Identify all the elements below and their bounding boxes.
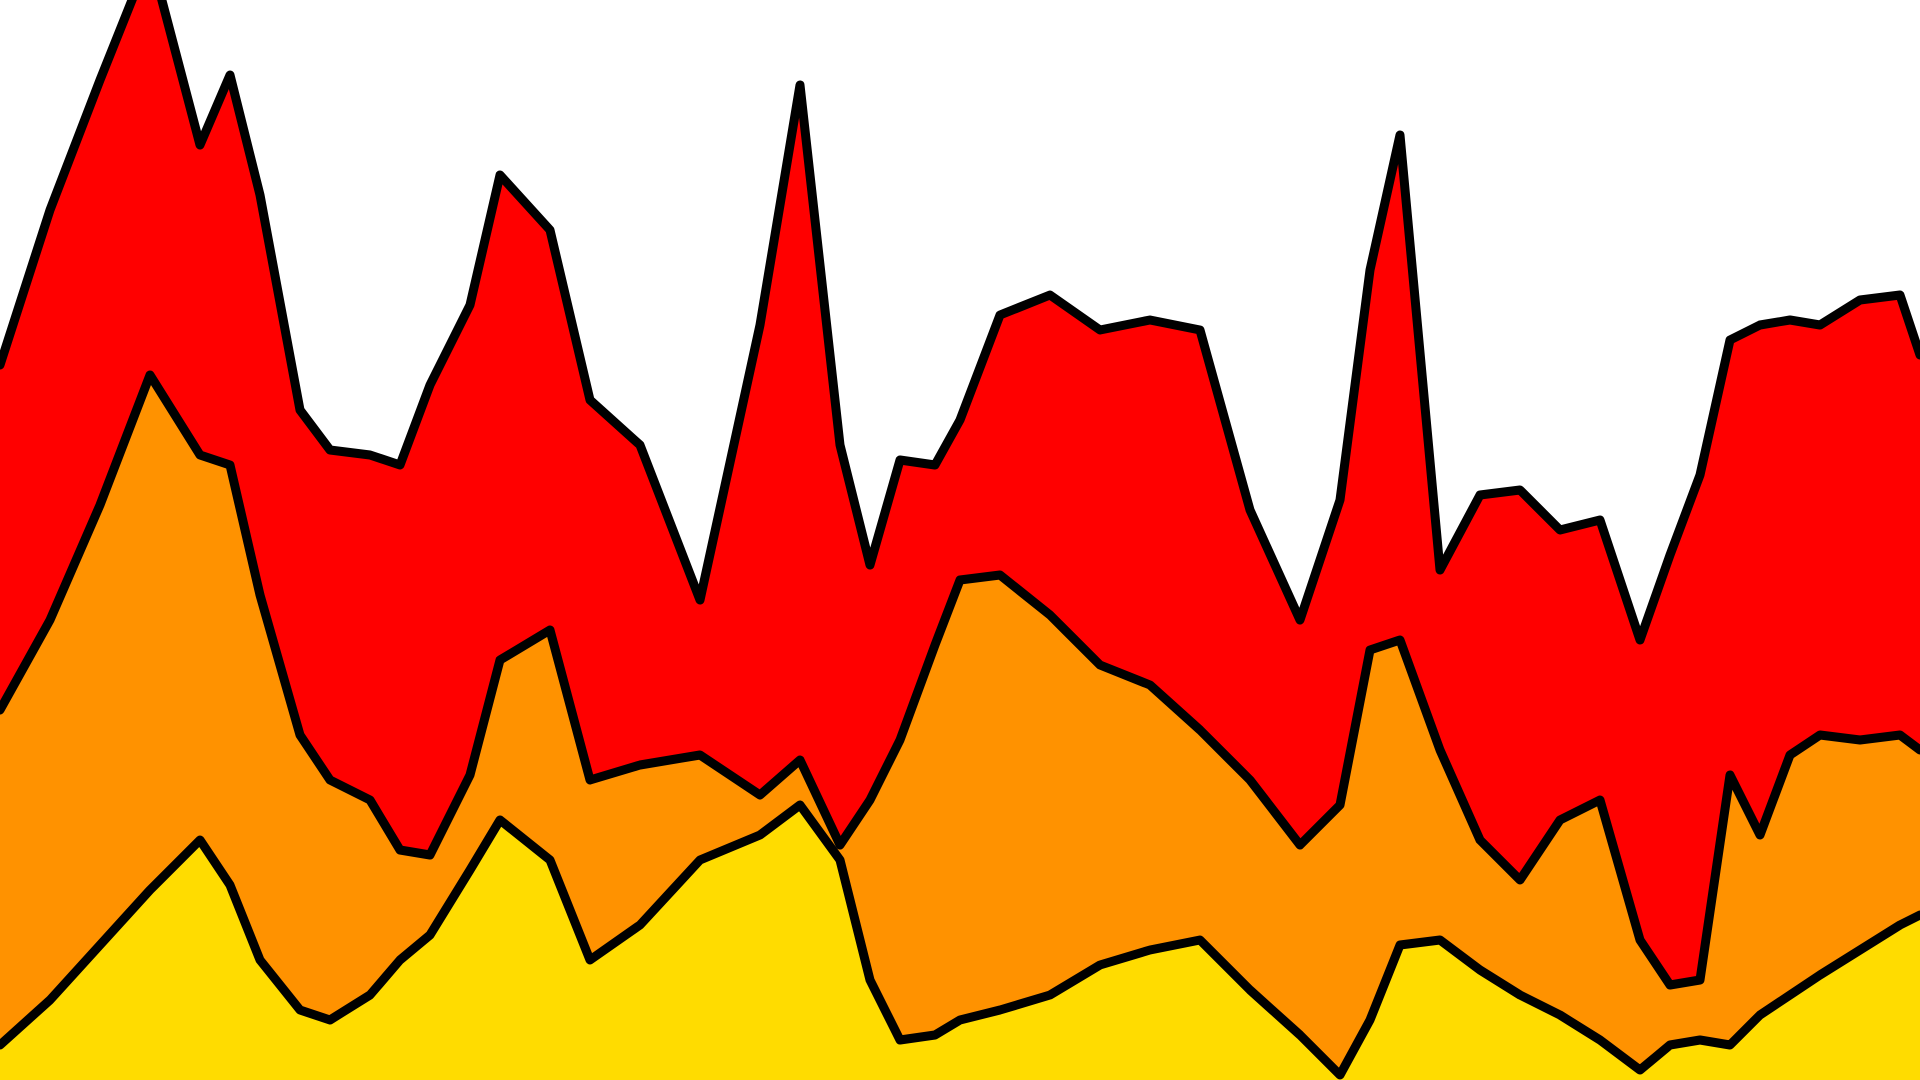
series-outline-3	[0, 0, 1920, 645]
series-outline-2	[0, 370, 1920, 990]
area-series-1	[0, 805, 1920, 1080]
series-outline-1	[0, 800, 1920, 1080]
